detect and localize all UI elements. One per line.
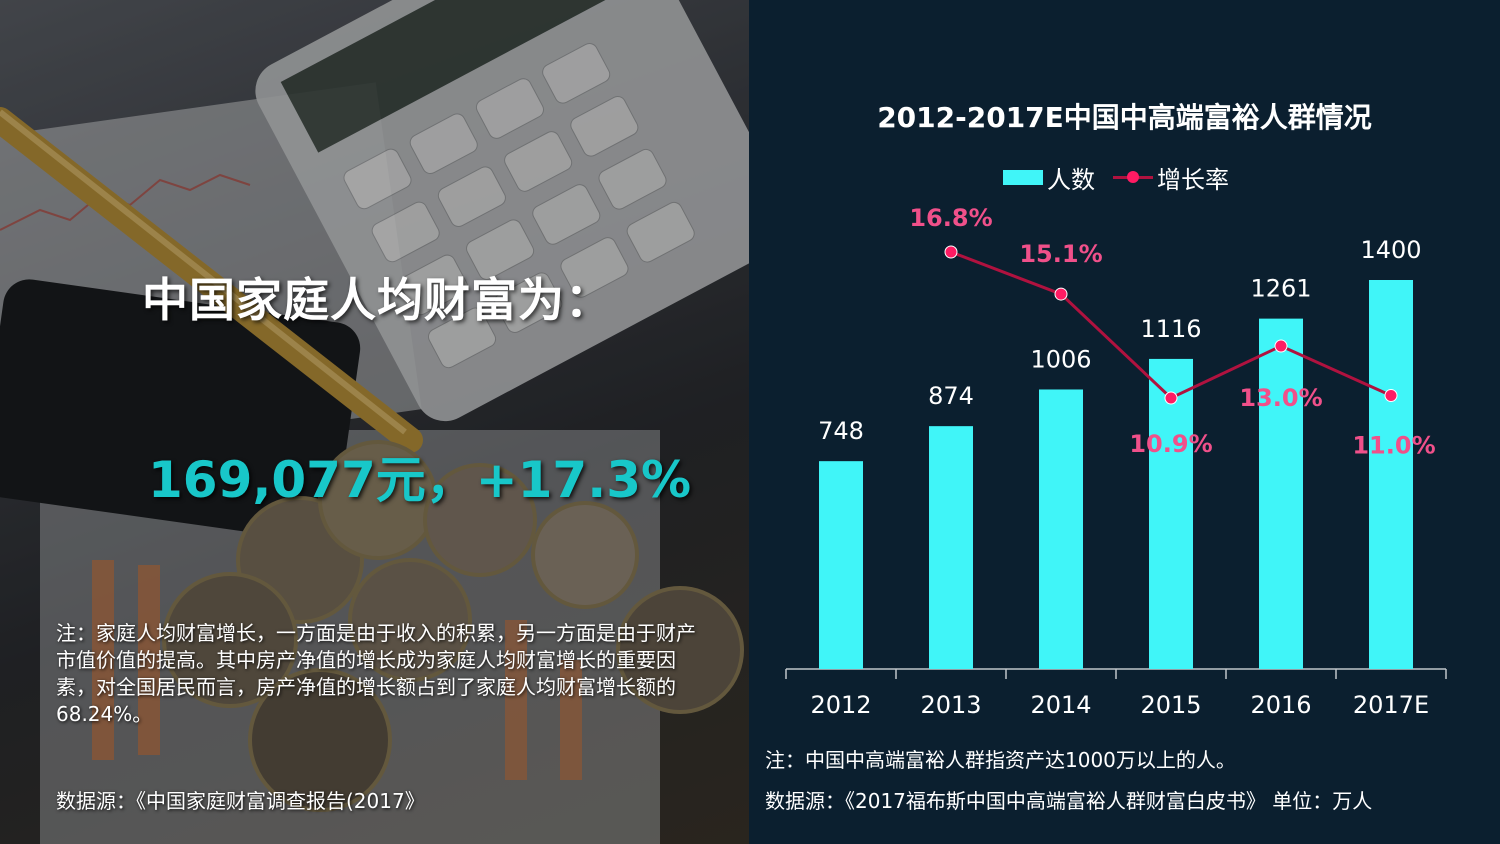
growth-rate-label: 16.8%: [909, 204, 992, 232]
growth-rate-point: [944, 245, 958, 259]
bar-2012: [819, 461, 863, 669]
bar-value-label: 1400: [1360, 236, 1421, 264]
chart-source: 数据源：《2017福布斯中国中高端富裕人群财富白皮书》 单位：万人: [765, 789, 1373, 813]
growth-rate-label: 15.1%: [1019, 240, 1102, 268]
bar-value-label: 1261: [1250, 275, 1311, 303]
x-tick-label: 2017E: [1353, 691, 1429, 719]
growth-rate-point: [1274, 339, 1288, 353]
bar-2017E: [1369, 280, 1413, 669]
photo-panel: 中国家庭人均财富为： 169,077元，+17.3% 注：家庭人均财富增长，一方…: [0, 0, 749, 844]
combo-chart: 748 2012 874 2013 1006 2014 1116 2015 1261 2016 14…: [785, 204, 1447, 719]
bar-2014: [1039, 389, 1083, 669]
bar-value-label: 1006: [1030, 345, 1091, 373]
chart-title: 2012-2017E中国中高端富裕人群情况: [877, 101, 1372, 134]
background-photo: [0, 0, 749, 844]
legend-line-swatch: [1113, 171, 1153, 183]
wealth-statistic: 169,077元，+17.3%: [148, 451, 692, 509]
legend: 人数 增长率: [1003, 160, 1229, 194]
chart-panel: 2012-2017E中国中高端富裕人群情况 人数 增长率 748 2012 874 20…: [749, 0, 1500, 844]
growth-rate-point: [1054, 287, 1068, 301]
bar-2013: [929, 426, 973, 669]
x-tick-label: 2015: [1140, 691, 1201, 719]
growth-rate-point: [1164, 391, 1178, 405]
left-source: 数据源：《中国家庭财富调查报告(2017》: [56, 789, 425, 813]
legend-label-count: 人数: [1047, 166, 1095, 194]
bar-2016: [1259, 318, 1303, 669]
left-note: 注：家庭人均财富增长，一方面是由于收入的积累，另一方面是由于财产市值价值的提高。…: [56, 621, 696, 726]
x-tick-label: 2014: [1030, 691, 1091, 719]
growth-rate-point: [1384, 389, 1398, 403]
x-tick-label: 2012: [810, 691, 871, 719]
legend-label-rate: 增长率: [1157, 166, 1229, 194]
growth-rate-label: 10.9%: [1129, 430, 1212, 458]
x-tick-label: 2016: [1250, 691, 1311, 719]
photo-overlay: [0, 0, 749, 844]
chart-note: 注：中国中高端富裕人群指资产达1000万以上的人。: [765, 748, 1236, 772]
bar-2015: [1149, 358, 1193, 669]
growth-rate-label: 13.0%: [1239, 384, 1322, 412]
headline: 中国家庭人均财富为：: [142, 273, 612, 327]
bar-value-label: 748: [818, 417, 864, 445]
growth-rate-label: 11.0%: [1352, 432, 1435, 460]
x-tick-label: 2013: [920, 691, 981, 719]
legend-bar-swatch: [1003, 170, 1043, 185]
bar-value-label: 1116: [1140, 315, 1201, 343]
bar-value-label: 874: [928, 382, 974, 410]
